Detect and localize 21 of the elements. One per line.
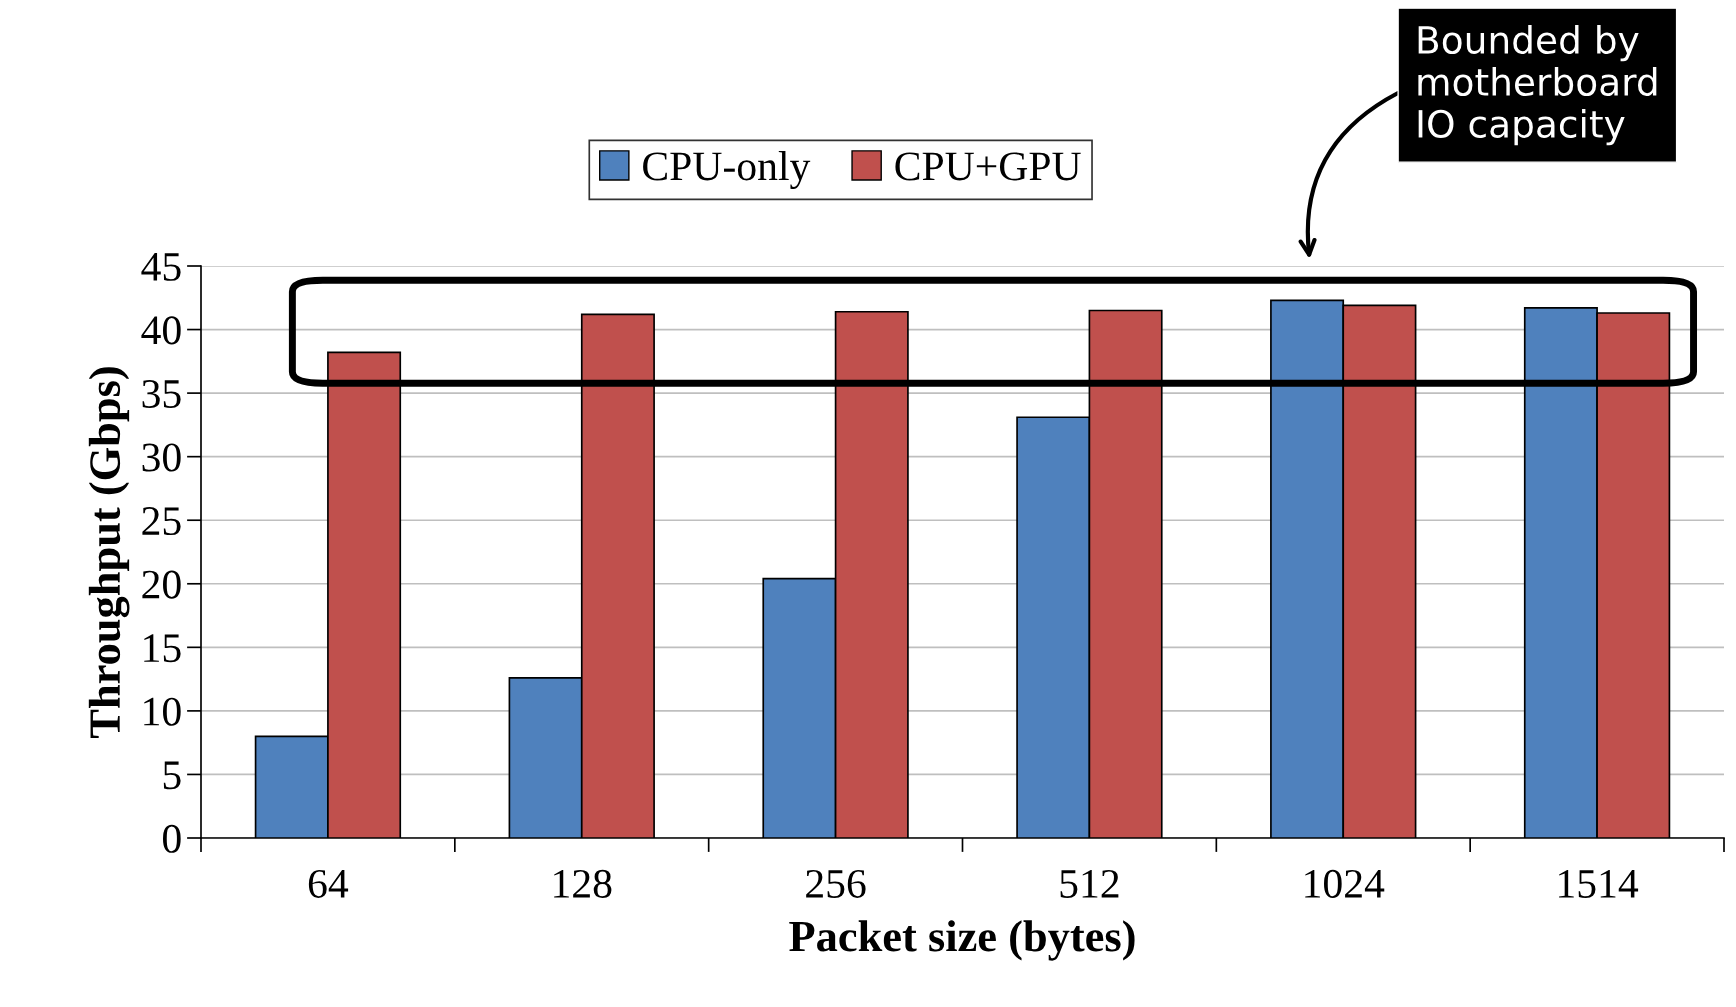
- x-tick-label: 1024: [1305, 869, 1385, 898]
- x-tick-label: 1514: [1559, 869, 1639, 898]
- y-tick-label: 10: [144, 697, 181, 726]
- y-tick-label: 20: [142, 570, 181, 599]
- x-tick-label: 128: [554, 869, 612, 898]
- x-tick-label: 64: [308, 869, 349, 898]
- x-tick-label: 512: [1060, 869, 1119, 898]
- y-tick-label: 0: [163, 824, 181, 853]
- y-axis-title: Throughput (Gbps): [88, 367, 130, 739]
- x-axis-title: Packet size (bytes): [789, 920, 1135, 961]
- y-tick-label: 45: [141, 253, 181, 281]
- y-tick-label: 35: [142, 379, 181, 408]
- text: Bounded by motherboard IO capacity: [1418, 25, 1657, 146]
- y-tick-label: 5: [163, 761, 181, 790]
- y-tick-label: 30: [142, 443, 181, 472]
- legend-label: CPU+GPU: [895, 152, 1081, 181]
- legend-label: CPU-only: [643, 151, 811, 189]
- y-tick-label: 25: [142, 507, 181, 536]
- x-tick-label: 256: [806, 869, 866, 898]
- y-tick-label: 40: [141, 316, 181, 345]
- y-tick-label: 15: [144, 634, 181, 663]
